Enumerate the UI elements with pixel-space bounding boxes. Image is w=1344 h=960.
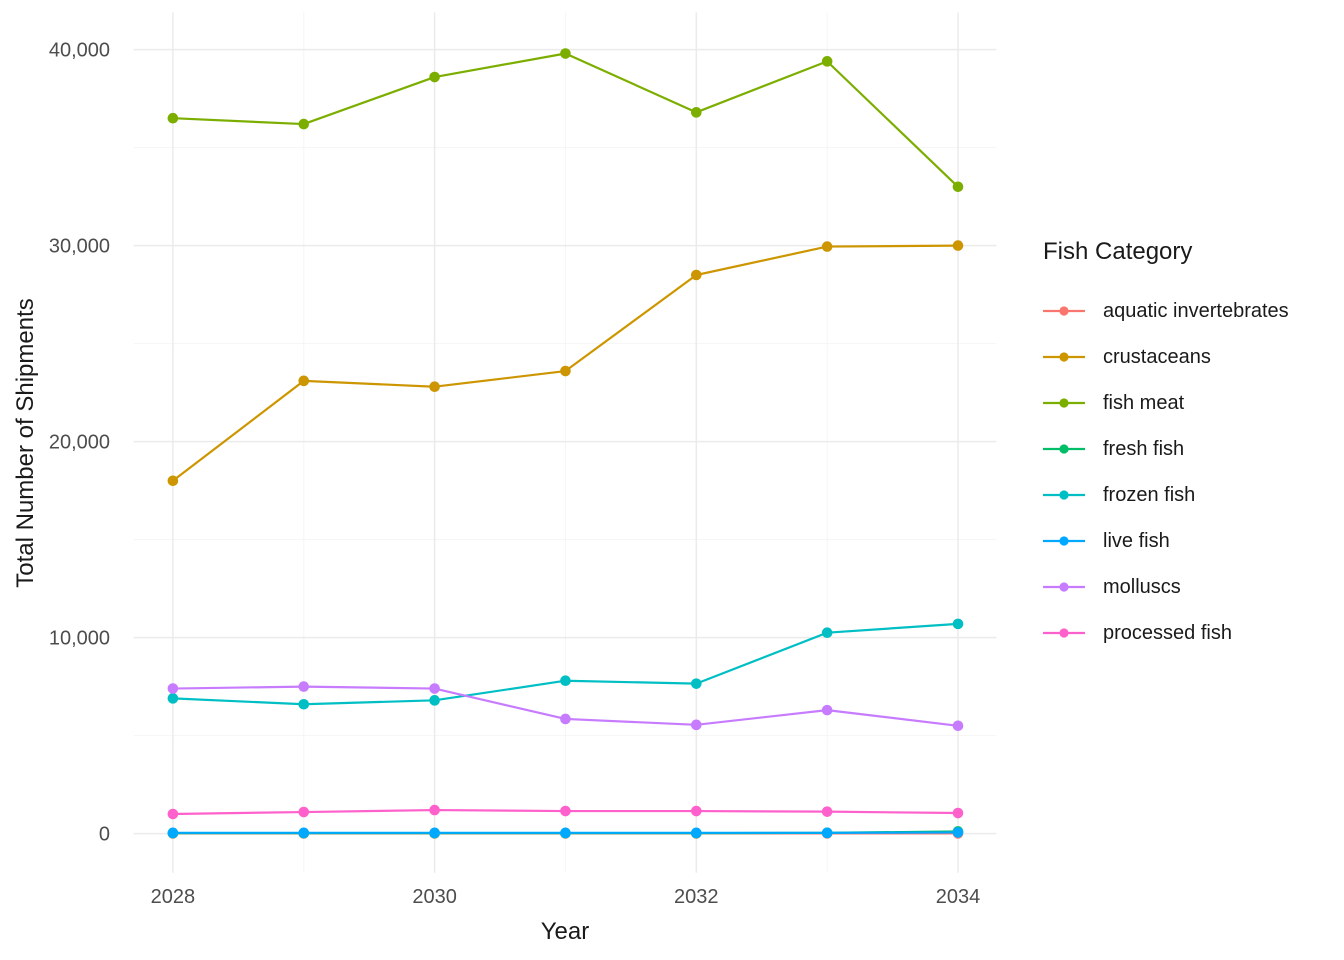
legend-title: Fish Category [1043,238,1193,265]
data-point-crustaceans [560,365,571,377]
data-point-live-fish [167,827,179,839]
data-point-molluscs [952,720,964,732]
legend-label-processed-fish: processed fish [1103,621,1232,644]
data-point-molluscs [821,704,833,716]
legend-key-frozen-fish [1043,490,1085,500]
x-tick-label: 2032 [674,886,719,908]
data-point-molluscs [691,719,702,731]
data-point-frozen-fish [691,678,702,689]
x-axis-title: Year [541,918,590,945]
data-point-crustaceans [298,375,310,387]
data-point-molluscs [429,683,440,694]
legend-label-frozen-fish: frozen fish [1103,483,1196,506]
legend-key-point [1059,582,1069,592]
data-point-frozen-fish [429,695,440,706]
legend-label-molluscs: molluscs [1103,575,1181,598]
legend-key-processed-fish [1043,628,1085,638]
series-layer [167,48,964,839]
data-point-live-fish [429,827,440,839]
y-tick-label: 0 [99,824,110,846]
y-tick-label: 30,000 [49,236,110,258]
data-point-processed-fish [298,806,310,818]
data-point-crustaceans [952,240,964,251]
legend-key-aquatic-invertebrates [1043,306,1085,316]
grid-layer [133,12,997,873]
legend-items: aquatic invertebrates crustaceans fish mea… [1043,288,1289,656]
data-point-fish-meat [952,181,964,193]
legend-key-point [1059,398,1069,408]
legend-item-crustaceans: crustaceans [1043,334,1289,380]
data-point-fish-meat [821,56,833,67]
legend-key-live-fish [1043,536,1085,546]
legend-key-point [1059,444,1069,454]
data-point-live-fish [952,827,964,838]
legend-key-point [1059,536,1069,546]
legend-key-point [1059,352,1069,362]
y-tick-label: 20,000 [49,432,110,454]
data-point-processed-fish [560,805,571,817]
y-tick-label: 10,000 [49,628,110,650]
legend-item-live-fish: live fish [1043,518,1289,564]
legend-label-fish-meat: fish meat [1103,391,1185,414]
legend-key-point [1059,306,1069,316]
legend-key-molluscs [1043,582,1085,592]
legend-label-fresh-fish: fresh fish [1103,437,1185,460]
data-point-frozen-fish [952,618,964,630]
data-point-processed-fish [821,806,833,817]
legend: Fish Category aquatic invertebrates crust… [1043,238,1289,656]
legend-item-molluscs: molluscs [1043,564,1289,610]
data-point-live-fish [821,827,833,839]
data-point-processed-fish [952,807,964,819]
data-point-fish-meat [691,107,702,118]
data-point-processed-fish [429,804,440,816]
legend-key-point [1059,628,1069,638]
data-point-live-fish [560,827,571,839]
x-tick-label: 2030 [412,886,457,908]
data-point-frozen-fish [167,693,179,704]
data-point-fish-meat [298,118,310,130]
data-point-crustaceans [167,475,179,487]
legend-key-crustaceans [1043,352,1085,362]
legend-label-crustaceans: crustaceans [1103,345,1211,368]
data-point-live-fish [298,827,310,839]
legend-label-live-fish: live fish [1103,529,1170,552]
data-point-live-fish [691,827,702,839]
legend-item-fresh-fish: fresh fish [1043,426,1289,472]
legend-item-aquatic-invertebrates: aquatic invertebrates [1043,288,1289,334]
y-axis-title: Total Number of Shipments [12,298,39,587]
x-tick-label: 2034 [936,886,981,908]
data-point-fish-meat [560,48,571,59]
legend-item-frozen-fish: frozen fish [1043,472,1289,518]
data-point-fish-meat [429,71,440,83]
data-point-molluscs [560,713,571,725]
data-point-frozen-fish [298,698,310,710]
data-point-crustaceans [429,381,440,393]
legend-label-aquatic-invertebrates: aquatic invertebrates [1103,299,1289,322]
data-point-molluscs [298,681,310,692]
legend-item-processed-fish: processed fish [1043,610,1289,656]
data-point-molluscs [167,683,179,694]
legend-key-fish-meat [1043,398,1085,408]
data-point-frozen-fish [821,627,833,638]
data-point-fish-meat [167,112,179,124]
data-point-crustaceans [821,241,833,252]
tick-layer: 0 10,000 20,000 30,000 40,000 2028 2030 2032 203… [49,40,980,908]
y-tick-label: 40,000 [49,40,110,62]
data-point-processed-fish [167,808,179,820]
legend-item-fish-meat: fish meat [1043,380,1289,426]
data-point-processed-fish [691,805,702,817]
x-tick-label: 2028 [151,886,196,908]
legend-key-point [1059,490,1069,500]
legend-key-fresh-fish [1043,444,1085,454]
data-point-crustaceans [691,269,702,281]
data-point-frozen-fish [560,675,571,687]
